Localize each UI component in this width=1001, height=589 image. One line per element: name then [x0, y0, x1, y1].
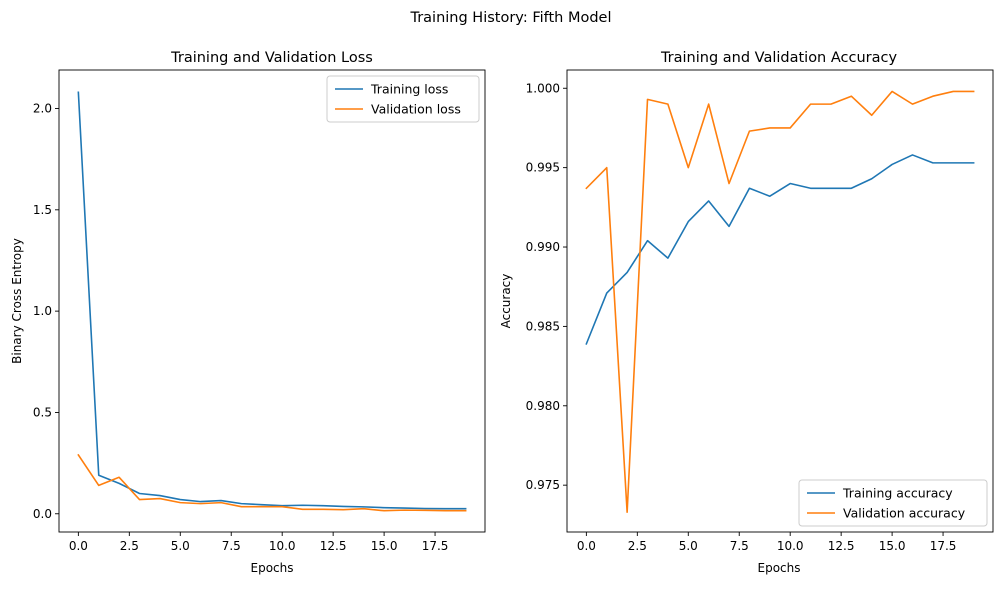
figure-suptitle: Training History: Fifth Model — [409, 10, 611, 26]
accuracy-x-tick-label: 0.0 — [577, 539, 596, 553]
loss-legend-box — [326, 75, 480, 123]
accuracy-x-axis-label: Epochs — [758, 561, 801, 575]
loss-y-tick-label: 0.5 — [33, 405, 52, 419]
loss-y-axis-label: Binary Cross Entropy — [10, 238, 24, 364]
accuracy-y-tick-label: 0.985 — [526, 319, 560, 333]
loss-x-tick-label: 7.5 — [222, 539, 241, 553]
accuracy-chart-title: Training and Validation Accuracy — [660, 50, 898, 66]
loss-x-tick-label: 17.5 — [422, 539, 449, 553]
accuracy-plot-content: 0.0 2.5 5.0 7.5 10.0 12.5 15.0 17.5 0.975 0.980 0.… — [526, 69, 994, 553]
accuracy-x-tick-label: 17.5 — [930, 539, 957, 553]
loss-y-tick-label: 2.0 — [33, 102, 52, 116]
accuracy-legend-label-1: Validation accuracy — [843, 506, 966, 521]
accuracy-y-tick-label: 0.975 — [526, 478, 560, 492]
loss-x-axis-label: Epochs — [251, 561, 294, 575]
accuracy-x-tick-label: 15.0 — [879, 539, 906, 553]
accuracy-series-line-0 — [585, 154, 975, 345]
accuracy-legend: Training accuracy Validation accuracy — [798, 479, 988, 527]
loss-series-line-1 — [77, 453, 467, 512]
accuracy-x-tick-label: 12.5 — [828, 539, 855, 553]
accuracy-y-axis-label: Accuracy — [499, 274, 513, 329]
accuracy-axes-frame — [566, 69, 994, 533]
loss-x-tick-label: 5.0 — [171, 539, 190, 553]
accuracy-y-tick-label: 0.990 — [526, 240, 560, 254]
loss-legend-label-1: Validation loss — [371, 102, 461, 117]
loss-x-tick-label: 2.5 — [120, 539, 139, 553]
accuracy-y-tick-label: 0.980 — [526, 399, 560, 413]
loss-y-tick-label: 0.0 — [33, 507, 52, 521]
accuracy-x-tick-label: 7.5 — [730, 539, 749, 553]
loss-x-tick-label: 0.0 — [69, 539, 88, 553]
loss-series-line-0 — [77, 91, 467, 510]
accuracy-legend-label-0: Training accuracy — [842, 486, 953, 501]
accuracy-x-tick-label: 2.5 — [628, 539, 647, 553]
accuracy-legend-box — [798, 479, 988, 527]
accuracy-x-tick-label: 5.0 — [679, 539, 698, 553]
accuracy-y-tick-label: 1.000 — [526, 81, 560, 95]
loss-plot-content: 0.0 2.5 5.0 7.5 10.0 12.5 15.0 17.5 0.0 0.5 1.0 1.5… — [33, 69, 486, 553]
loss-y-tick-label: 1.0 — [33, 304, 52, 318]
loss-x-tick-label: 10.0 — [269, 539, 296, 553]
loss-y-tick-label: 1.5 — [33, 203, 52, 217]
loss-legend: Training loss Validation loss — [326, 75, 480, 123]
loss-chart-title: Training and Validation Loss — [170, 50, 373, 66]
accuracy-x-tick-label: 10.0 — [777, 539, 804, 553]
accuracy-series-line-1 — [585, 90, 975, 513]
loss-x-tick-label: 12.5 — [320, 539, 347, 553]
loss-chart-panel: 0.0 2.5 5.0 7.5 10.0 12.5 15.0 17.5 0.0 0.5 1.0 1.5… — [10, 50, 486, 575]
accuracy-y-tick-label: 0.995 — [526, 161, 560, 175]
loss-x-tick-label: 15.0 — [371, 539, 398, 553]
accuracy-chart-panel: 0.0 2.5 5.0 7.5 10.0 12.5 15.0 17.5 0.975 0.980 0.… — [499, 50, 994, 575]
loss-legend-label-0: Training loss — [370, 82, 448, 97]
loss-axes-frame — [58, 69, 486, 533]
